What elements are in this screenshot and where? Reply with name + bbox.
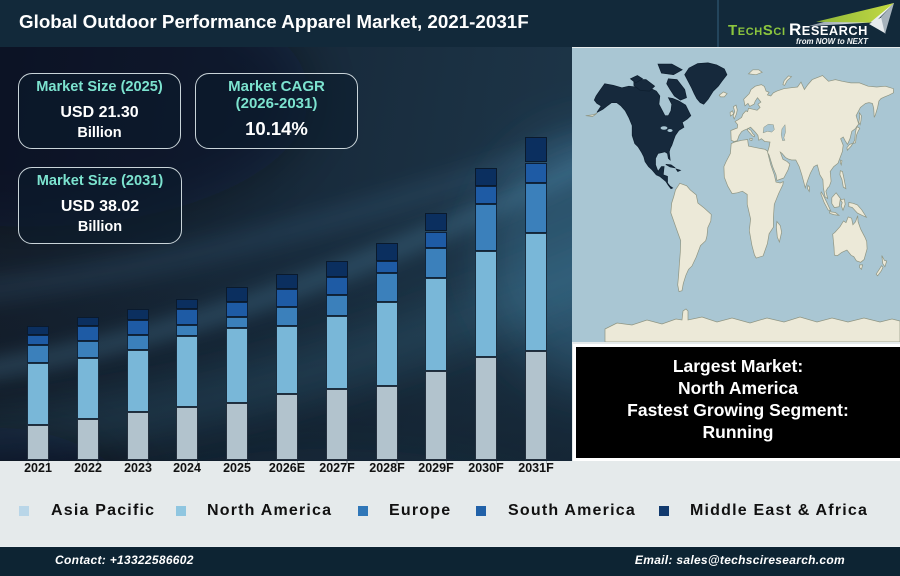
svg-text:RESEARCH: RESEARCH [789, 20, 868, 39]
svg-text:TECHSCI: TECHSCI [728, 22, 786, 39]
svg-text:from NOW to NEXT: from NOW to NEXT [796, 37, 869, 46]
